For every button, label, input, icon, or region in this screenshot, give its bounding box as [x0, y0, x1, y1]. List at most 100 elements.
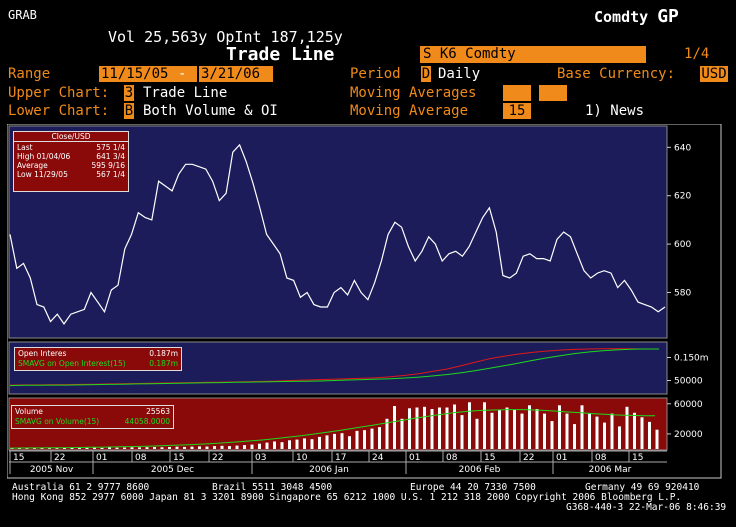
- volume-bar: [655, 429, 659, 449]
- market-label: Comdty: [594, 8, 649, 26]
- volume-bar: [393, 406, 396, 449]
- legend-last-label: Last: [17, 143, 33, 152]
- volume-bar: [55, 448, 59, 449]
- x-day-label: 01: [556, 453, 567, 463]
- volume-bar: [618, 426, 621, 449]
- legend-low-label: Low 11/29/05: [17, 170, 68, 179]
- range-label: Range: [8, 66, 51, 82]
- moving-average-1-field[interactable]: [503, 85, 531, 101]
- volume-bar: [33, 448, 36, 449]
- volume-bar: [40, 448, 44, 449]
- volume-bar: [303, 438, 306, 449]
- volume-bar: [25, 448, 29, 449]
- oi-smavg-value: 0.187m: [149, 359, 178, 368]
- period-value: Daily: [438, 66, 481, 82]
- volume-bar: [348, 436, 351, 449]
- volume-bar: [205, 446, 209, 449]
- oi-legend-row-2: SMAVG on Open Interest(15) 0.187m: [18, 359, 178, 369]
- x-day-label: 08: [595, 453, 607, 463]
- volume-openint-line: Vol 25,563y OpInt 187,125y: [108, 28, 343, 46]
- ticker-field[interactable]: S K6 Comdty: [420, 46, 646, 63]
- news-link[interactable]: 1) News: [585, 103, 645, 119]
- vol-legend-label: Volume: [15, 407, 43, 416]
- function-code: GRAB: [8, 8, 37, 22]
- volume-bar: [498, 409, 501, 449]
- lower-chart-label: Lower Chart:: [8, 103, 110, 119]
- price-y-tick-label: 580: [674, 288, 691, 298]
- moving-averages-label: Moving Averages: [350, 85, 477, 101]
- volume-bar: [460, 415, 464, 449]
- page-indicator[interactable]: 1/4: [684, 46, 710, 62]
- x-month-label: 2006 Mar: [589, 465, 632, 475]
- x-day-label: 22: [523, 453, 534, 463]
- x-month-label: 2006 Jan: [309, 465, 349, 475]
- volume-bar: [70, 447, 74, 449]
- volume-y-tick-label: 60000: [674, 400, 703, 410]
- volume-bar: [228, 446, 231, 449]
- volume-bar: [168, 447, 171, 449]
- moving-average-2-field[interactable]: [539, 85, 567, 101]
- price-legend: Close/USD Last 575 1/4 High 01/04/06 641 3…: [13, 131, 129, 192]
- moving-average-label: Moving Average: [350, 103, 469, 119]
- volume-bar: [258, 443, 261, 449]
- volume-bar: [370, 428, 374, 449]
- volume-bar: [558, 405, 561, 449]
- upper-chart-label: Upper Chart:: [8, 85, 110, 101]
- volume-bar: [633, 412, 636, 449]
- lower-chart-value: Both Volume & OI: [143, 103, 278, 119]
- volume-bar: [580, 405, 584, 449]
- volume-bar: [220, 445, 224, 449]
- legend-high-label: High 01/04/06: [17, 152, 71, 161]
- x-day-label: 15: [13, 453, 24, 463]
- footer-germany: Germany 49 69 920410: [585, 482, 700, 493]
- volume-bar: [483, 402, 486, 449]
- range-start-field[interactable]: 11/15/05: [99, 66, 197, 82]
- volume-y-tick-label: 20000: [674, 430, 703, 440]
- price-y-tick-label: 640: [674, 143, 691, 153]
- currency-field[interactable]: USD: [700, 66, 728, 82]
- x-month-label: 2006 Feb: [459, 465, 501, 475]
- volume-bar: [565, 413, 569, 449]
- x-day-label: 24: [372, 453, 384, 463]
- legend-high-value: 641 3/4: [96, 152, 125, 161]
- volume-bar: [340, 433, 344, 449]
- price-y-tick-label: 600: [674, 240, 691, 250]
- upper-chart-code-field[interactable]: 3: [124, 85, 134, 101]
- oi-legend-label: Open Interes: [18, 349, 67, 358]
- x-month-label: 2005 Dec: [151, 465, 194, 475]
- volume-bar: [138, 447, 141, 449]
- period-code-field[interactable]: D: [421, 66, 431, 82]
- legend-row-low: Low 11/29/05 567 1/4: [17, 170, 125, 179]
- volume-bar: [145, 447, 149, 449]
- x-day-label: 08: [135, 453, 147, 463]
- volume-bar: [573, 424, 576, 449]
- volume-bar: [588, 413, 591, 449]
- volume-bar: [445, 407, 449, 449]
- legend-row-last: Last 575 1/4: [17, 143, 125, 152]
- volume-bar: [378, 427, 381, 449]
- moving-average-value-field[interactable]: 15: [503, 103, 531, 119]
- oi-y-tick-label: 0.150m: [674, 354, 709, 364]
- volume-bar: [175, 446, 179, 449]
- volume-bar: [363, 430, 366, 449]
- volume-bar: [108, 447, 111, 449]
- volume-bar: [273, 441, 276, 449]
- footer-europe: Europe 44 20 7330 7500: [410, 482, 536, 493]
- x-day-label: 17: [335, 453, 346, 463]
- volume-bar: [453, 404, 456, 449]
- volume-bar: [153, 447, 156, 449]
- range-end-field[interactable]: 3/21/06: [199, 66, 273, 82]
- volume-bar: [550, 421, 554, 449]
- x-day-label: 08: [446, 453, 458, 463]
- x-day-label: 22: [54, 453, 65, 463]
- volume-bar: [475, 418, 479, 449]
- currency-label: Base Currency:: [557, 66, 676, 82]
- volume-bar: [280, 442, 284, 449]
- lower-chart-code-field[interactable]: B: [124, 103, 134, 119]
- x-day-label: 15: [632, 453, 643, 463]
- volume-bar: [93, 447, 96, 449]
- volume-bar: [310, 439, 314, 449]
- volume-bar: [505, 407, 509, 449]
- legend-row-high: High 01/04/06 641 3/4: [17, 152, 125, 161]
- volume-bar: [10, 448, 14, 449]
